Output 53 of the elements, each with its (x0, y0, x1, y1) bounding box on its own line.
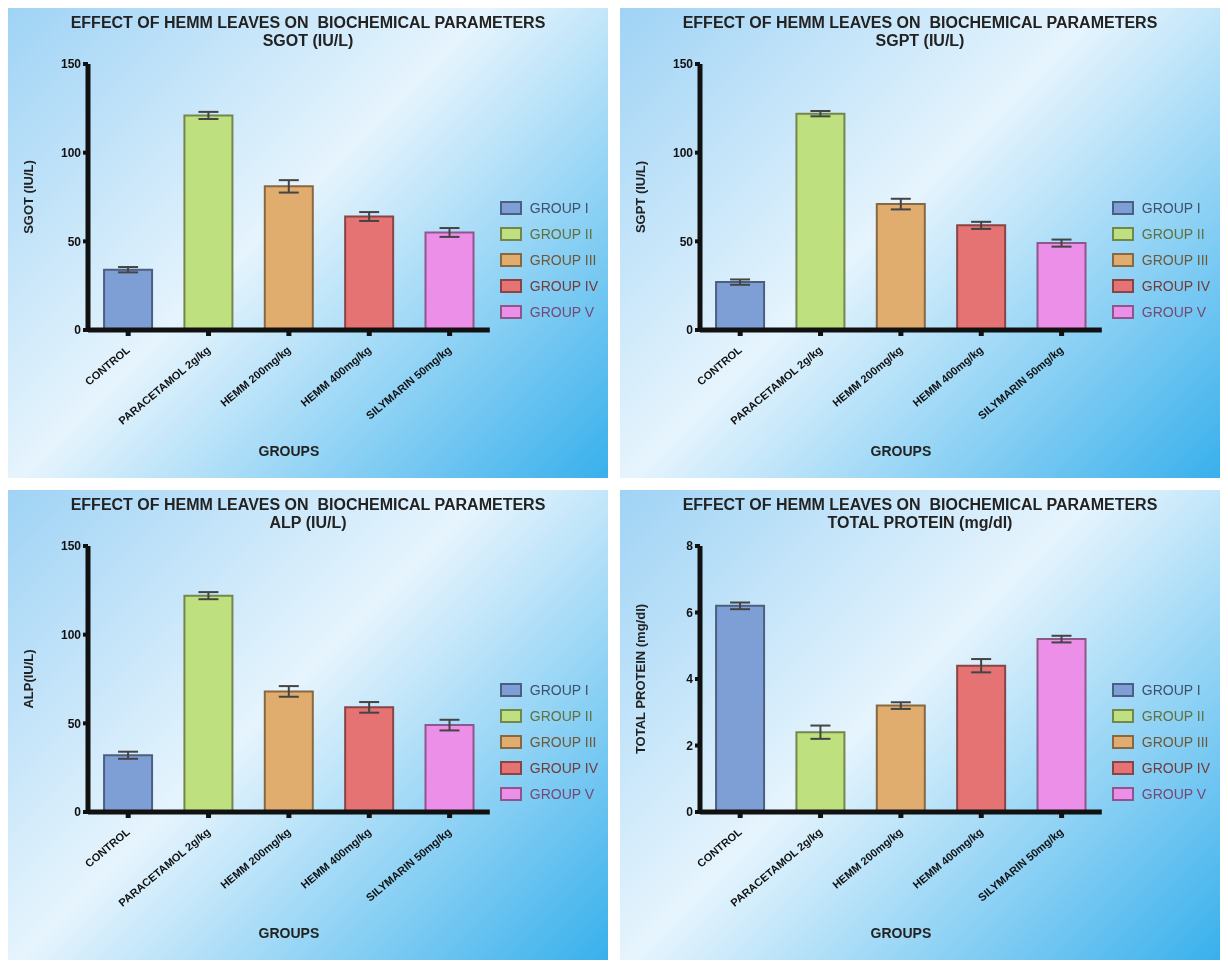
legend-label: GROUP I (529, 682, 589, 698)
chart-title: EFFECT OF HEMM LEAVES ON BIOCHEMICAL PARAMETERS (681, 496, 1159, 514)
legend-label: GROUP I (1141, 682, 1201, 698)
y-tick-label: 150 (672, 57, 694, 72)
x-axis-title: GROUPS (870, 925, 932, 941)
legend-label: GROUP II (529, 226, 593, 242)
legend-label: GROUP III (529, 734, 597, 750)
legend-label: GROUP IV (1141, 760, 1210, 776)
y-tick-label: 150 (60, 539, 82, 554)
legend-label: GROUP IV (1141, 278, 1210, 294)
legend-label: GROUP II (1141, 226, 1205, 242)
y-tick-label: 0 (686, 323, 694, 338)
legend-label: GROUP IV (529, 760, 598, 776)
y-tick-label: 150 (60, 57, 82, 72)
y-tick-label: 4 (686, 672, 694, 687)
y-axis-title: TOTAL PROTEIN (mg/dl) (632, 603, 648, 755)
y-tick-label: 100 (672, 145, 694, 160)
y-tick-label: 0 (74, 323, 82, 338)
y-tick-label: 50 (67, 234, 82, 249)
legend-label: GROUP V (1141, 786, 1207, 802)
chart-subtitle: SGOT (IU/L) (261, 32, 355, 50)
y-tick-label: 50 (679, 234, 694, 249)
legend-label: GROUP V (529, 786, 595, 802)
y-axis-title: SGPT (IU/L) (632, 160, 648, 234)
x-axis-title: GROUPS (258, 925, 320, 941)
chart-title: EFFECT OF HEMM LEAVES ON BIOCHEMICAL PARAMETERS (69, 14, 547, 32)
legend-label: GROUP V (1141, 304, 1207, 320)
y-tick-label: 100 (60, 627, 82, 642)
chart-subtitle: SGPT (IU/L) (874, 32, 966, 50)
x-axis-title: GROUPS (258, 443, 320, 459)
legend-label: GROUP IV (529, 278, 598, 294)
y-tick-label: 100 (60, 145, 82, 160)
chart-title: EFFECT OF HEMM LEAVES ON BIOCHEMICAL PARAMETERS (681, 14, 1159, 32)
x-axis-title: GROUPS (870, 443, 932, 459)
y-axis-title: SGOT (IU/L) (20, 160, 36, 234)
legend-label: GROUP III (1141, 734, 1209, 750)
legend-label: GROUP III (529, 252, 597, 268)
y-tick-label: 0 (686, 805, 694, 820)
y-tick-label: 0 (74, 805, 82, 820)
legend-label: GROUP V (529, 304, 595, 320)
chart-subtitle: TOTAL PROTEIN (mg/dl) (826, 514, 1014, 532)
y-tick-label: 8 (686, 539, 694, 554)
legend-label: GROUP II (1141, 708, 1205, 724)
y-tick-label: 50 (67, 716, 82, 731)
legend-label: GROUP I (529, 200, 589, 216)
legend-label: GROUP II (529, 708, 593, 724)
y-tick-label: 6 (686, 605, 694, 620)
chart-subtitle: ALP (IU/L) (268, 514, 348, 532)
chart-title: EFFECT OF HEMM LEAVES ON BIOCHEMICAL PARAMETERS (69, 496, 547, 514)
y-tick-label: 2 (686, 738, 694, 753)
y-axis-title: ALP(IU/L) (20, 649, 36, 709)
legend-label: GROUP I (1141, 200, 1201, 216)
legend-label: GROUP III (1141, 252, 1209, 268)
